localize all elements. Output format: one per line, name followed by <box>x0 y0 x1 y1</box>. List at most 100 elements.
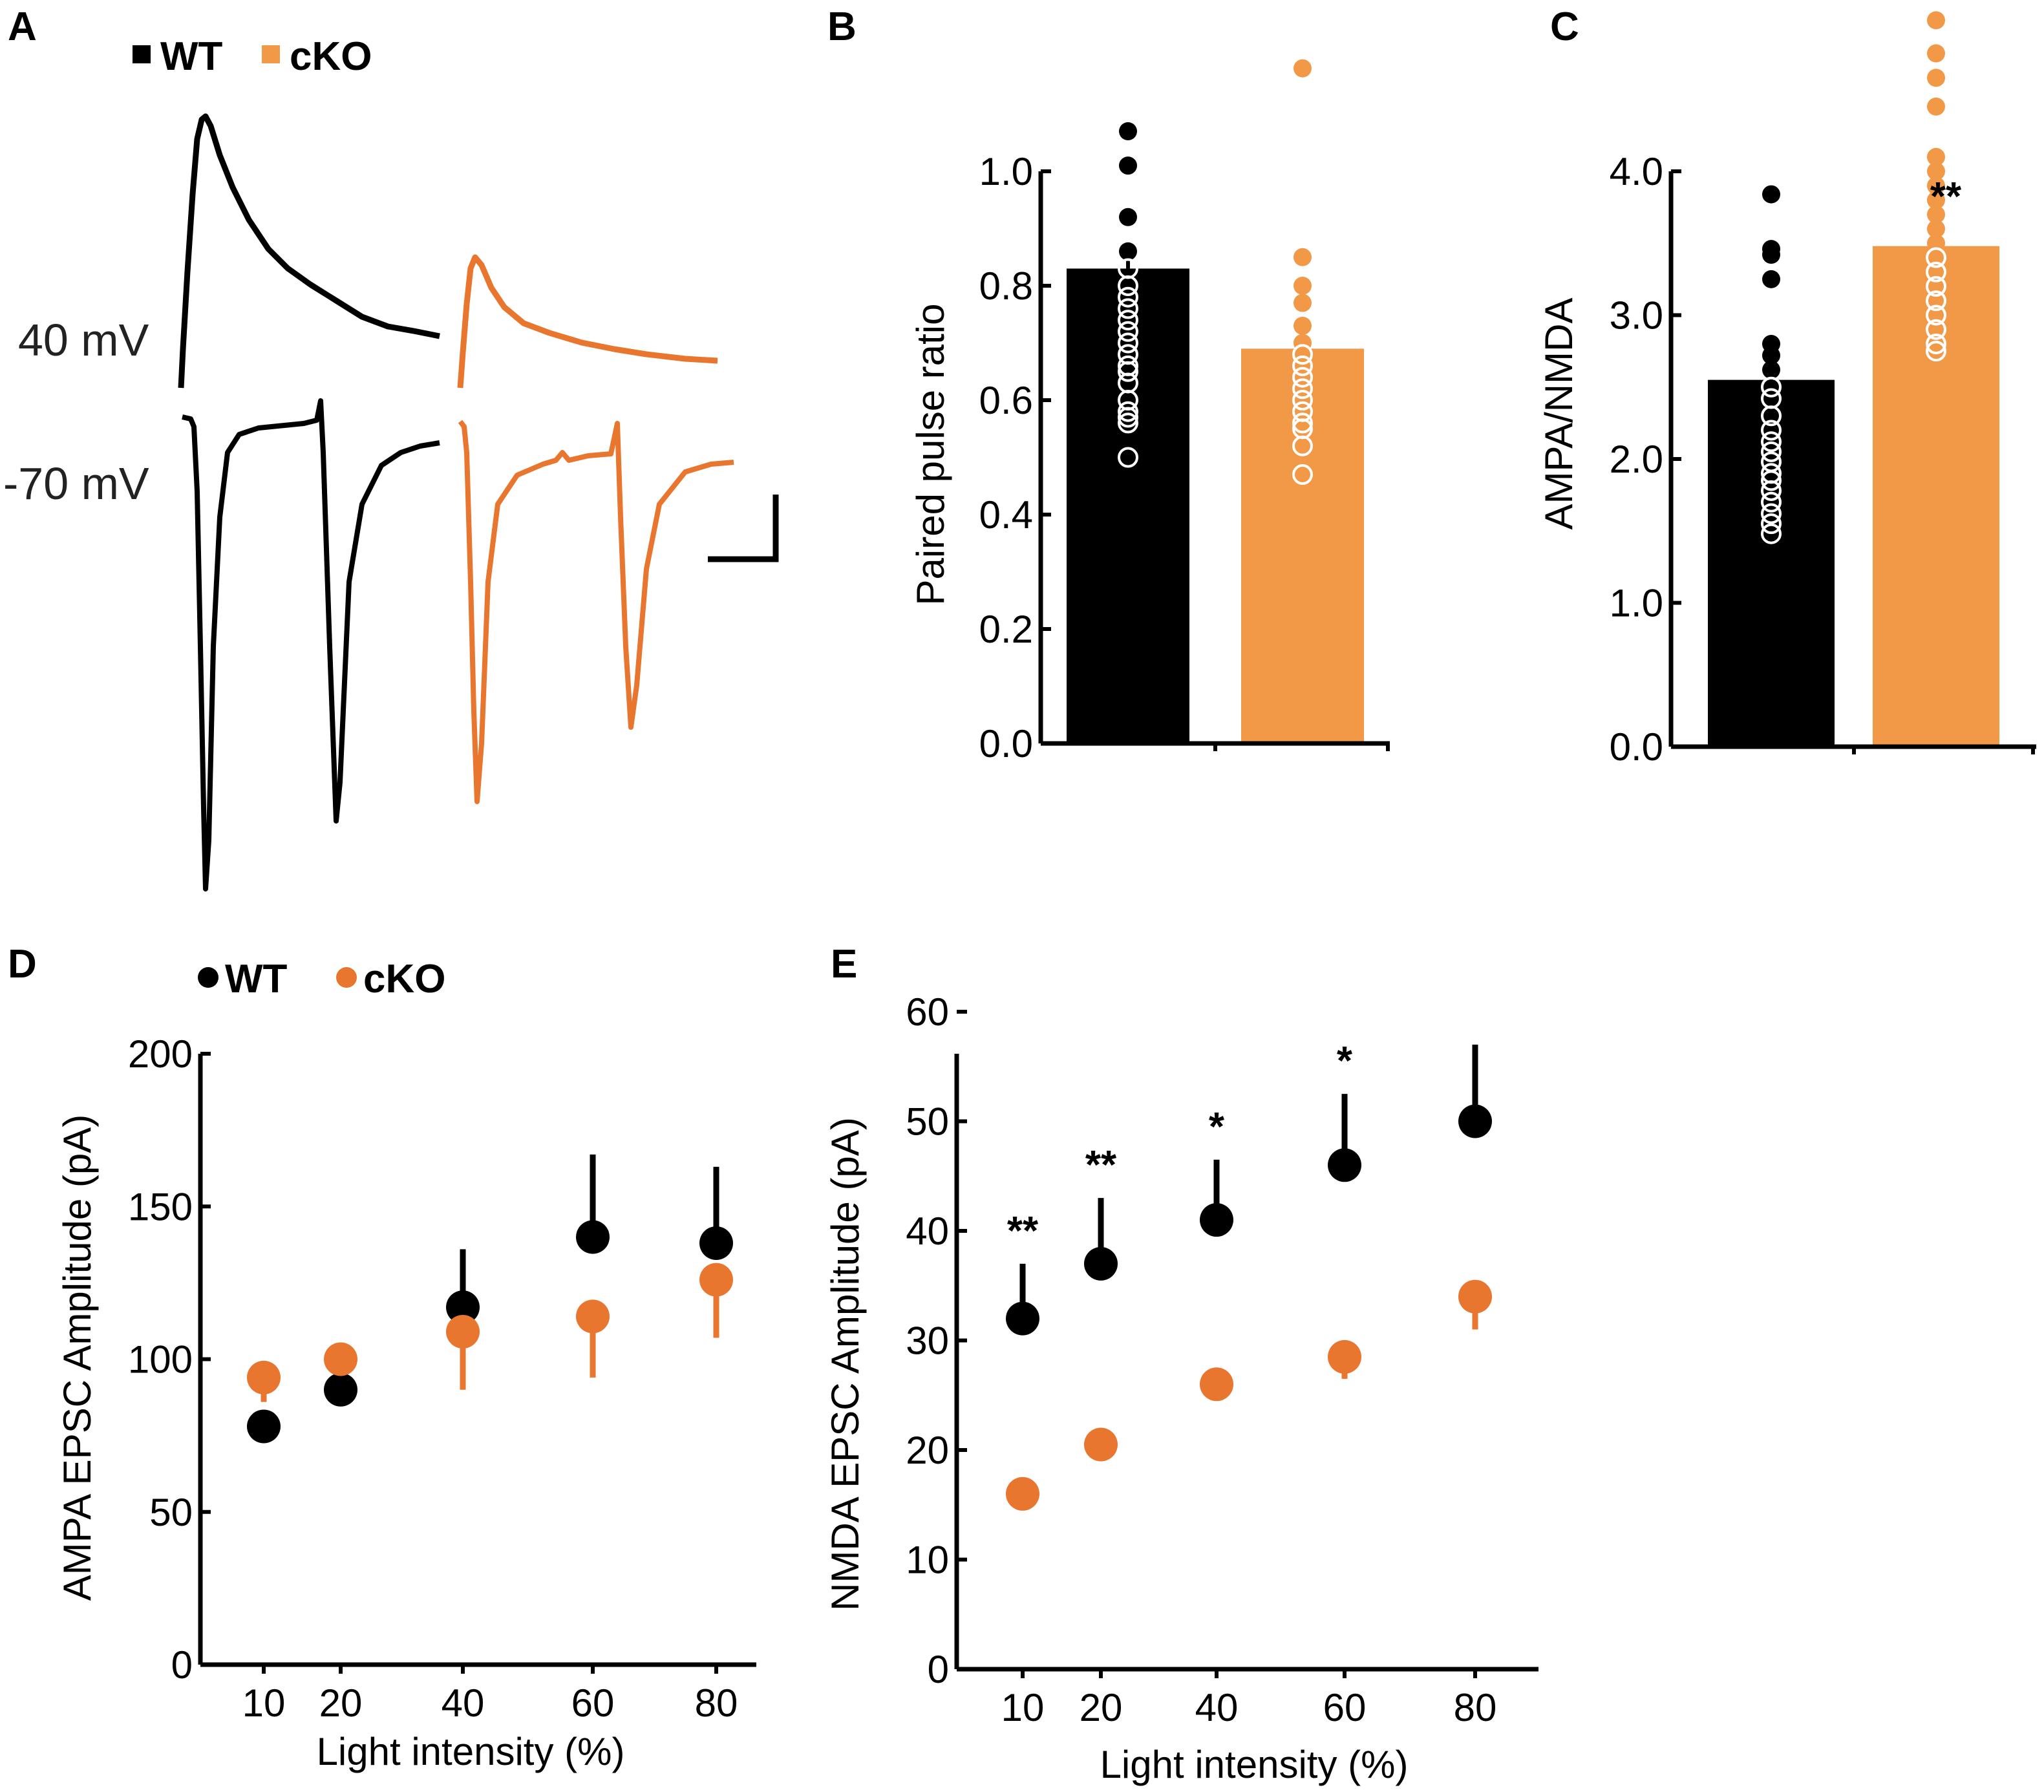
trace-cko-pos40 <box>457 254 718 389</box>
panel-c-point-wt <box>1762 361 1780 379</box>
panel-c-point-wt <box>1762 270 1780 288</box>
panel-d-x-tick-label: 10 <box>242 1681 286 1725</box>
trace-wt-neg70 <box>182 398 440 891</box>
panel-e-y-tick-label: 60 <box>906 990 949 1034</box>
legend-cko-label-d: cKO <box>363 957 445 1001</box>
panel-b-point-cko <box>1292 390 1313 411</box>
panel-d-point-cko <box>699 1263 733 1297</box>
panel-e-y-tick-label: 50 <box>906 1100 949 1144</box>
panel-c-point-cko <box>1927 11 1945 30</box>
panel-b-point-wt <box>1118 298 1138 319</box>
panel-c-point-cko <box>1927 191 1945 209</box>
panel-d-x-tick-label: 20 <box>319 1681 363 1725</box>
legend-wt-dot-d <box>198 967 218 988</box>
panel-c-bar-wt <box>1708 379 1835 747</box>
panel-b-point-wt <box>1118 447 1138 468</box>
panel-c-point-wt <box>1761 420 1782 441</box>
panel-d-y-tick-label: 100 <box>128 1338 193 1381</box>
panel-e-x-tick-label: 40 <box>1195 1686 1239 1729</box>
panel-c-point-cko <box>1926 276 1946 297</box>
panel-b-y-tick-label: 0.8 <box>979 264 1033 308</box>
panel-b-y-tick-label: 0.2 <box>979 608 1033 651</box>
panel-d-point-wt <box>324 1372 357 1407</box>
panel-b-point-cko <box>1292 355 1313 376</box>
panel-d: D WT cKO AMPA EPSC Amplitude (pA) Light … <box>8 942 756 1773</box>
panel-b-y-tick-label: 0.6 <box>979 379 1033 422</box>
legend-wt-label-d: WT <box>225 957 288 1001</box>
panel-e-significance: ** <box>1007 1209 1039 1253</box>
legend-cko-swatch-a <box>262 45 280 63</box>
panel-c-point-cko <box>1927 176 1945 195</box>
panel-d-y-tick-label: 50 <box>149 1491 193 1534</box>
panel-d-point-wt <box>576 1220 610 1254</box>
panel-e-y-tick-label: 40 <box>906 1210 949 1253</box>
panel-c-point-cko <box>1927 162 1945 180</box>
panel-c-significance: ** <box>1930 175 1962 219</box>
panel-c-ylabel: AMPA/NMDA <box>1537 298 1581 530</box>
panel-e-point-cko <box>1006 1477 1039 1511</box>
panel-b-point-wt <box>1119 122 1137 141</box>
panel-b-point-wt <box>1118 321 1138 342</box>
panel-b-point-wt <box>1118 407 1138 428</box>
panel-c-point-wt <box>1761 513 1782 535</box>
panel-b-point-wt <box>1119 156 1137 175</box>
panel-c-point-cko <box>1926 304 1946 326</box>
panel-c-point-cko <box>1926 247 1946 268</box>
panel-d-point-cko <box>247 1360 281 1394</box>
panel-b-point-cko <box>1292 464 1313 485</box>
panel-b-point-wt <box>1119 242 1137 261</box>
panel-e-significance: * <box>1337 1039 1353 1083</box>
panel-e-x-tick-label: 20 <box>1080 1686 1123 1729</box>
panel-d-y-tick-label: 200 <box>128 1032 193 1076</box>
panel-c-point-cko <box>1926 341 1946 362</box>
panel-e-y-tick-label: 30 <box>906 1319 949 1363</box>
panel-c-point-wt <box>1762 246 1780 264</box>
panel-b-bar-cko <box>1241 348 1364 743</box>
panel-c-point-wt <box>1761 491 1782 513</box>
panel-e-point-cko <box>1328 1339 1361 1374</box>
panel-e-x-tick-label: 80 <box>1454 1686 1497 1729</box>
panel-b-point-wt <box>1118 332 1138 354</box>
panel-b-point-cko <box>1293 277 1312 295</box>
panel-c-point-wt <box>1761 470 1782 491</box>
panel-b-y-tick-label: 0.0 <box>979 722 1033 765</box>
panel-b-point-wt <box>1118 412 1138 434</box>
panel-d-x-tick-label: 40 <box>442 1681 485 1725</box>
panel-e-x-tick-label: 60 <box>1323 1686 1367 1729</box>
panel-b-point-cko <box>1292 378 1313 400</box>
panel-c-point-cko <box>1927 147 1945 166</box>
panel-c-point-wt <box>1761 480 1782 501</box>
panel-b-point-cko <box>1292 412 1313 434</box>
panel-d-x-tick-label: 60 <box>571 1681 615 1725</box>
panel-b-point-wt <box>1118 286 1138 308</box>
panel-e-y-tick-label: 0 <box>928 1648 949 1691</box>
panel-d-x-tick-label: 80 <box>695 1681 738 1725</box>
panel-e-point-wt <box>1328 1148 1361 1182</box>
panel-d-y-tick-label: 150 <box>128 1185 193 1228</box>
panel-b-point-wt <box>1118 401 1138 422</box>
panel-b-point-cko <box>1293 316 1312 335</box>
panel-c-point-cko <box>1927 205 1945 224</box>
panel-b-ylabel: Paired pulse ratio <box>909 304 952 606</box>
panel-c-point-wt <box>1761 441 1782 462</box>
panel-c-point-cko <box>1927 234 1945 253</box>
panel-e-xlabel: Light intensity (%) <box>1100 1743 1409 1786</box>
panel-c-y-tick-label: 1.0 <box>1610 582 1663 625</box>
panel-d-y-tick-label: 0 <box>171 1643 193 1687</box>
trace-cko-neg70 <box>458 420 734 804</box>
panel-c-point-wt <box>1761 376 1782 398</box>
panel-b-bar-wt <box>1067 268 1189 743</box>
panel-d-point-wt <box>247 1409 281 1444</box>
trace-wt-pos40 <box>178 113 440 389</box>
panel-d-point-wt <box>446 1290 480 1325</box>
panel-e-y-tick-label: 20 <box>906 1429 949 1472</box>
panel-c-point-wt <box>1761 431 1782 453</box>
panel-e-point-wt <box>1006 1301 1039 1336</box>
panel-c-letter: C <box>1550 5 1579 49</box>
panel-c-point-wt <box>1762 346 1780 365</box>
panel-a: A WT cKO 40 mV -70 mV <box>3 5 779 891</box>
panel-b-point-wt <box>1118 275 1138 296</box>
panel-b-point-cko <box>1293 59 1312 78</box>
panel-b-point-wt <box>1118 361 1138 382</box>
